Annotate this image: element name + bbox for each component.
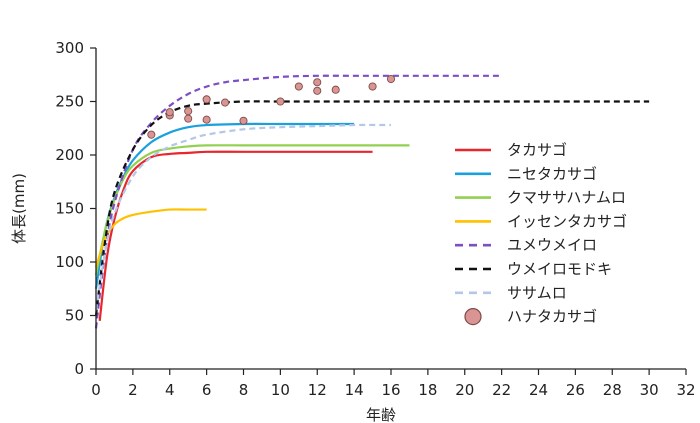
scatter-point	[202, 115, 211, 124]
legend-marker	[464, 308, 482, 326]
x-tick-label: 12	[308, 381, 327, 399]
x-ticks: 0 2 4 6 8 10 12 14 16 18 20 22 24 26 28 30 32	[91, 369, 696, 399]
legend-label: ニセタカサゴ	[507, 165, 597, 183]
scatter-point	[165, 108, 174, 117]
y-axis-title: 体長(mm)	[10, 173, 28, 244]
series-line	[94, 122, 355, 289]
legend-label: ユメウメイロ	[507, 236, 597, 254]
y-tick-label: 0	[74, 360, 84, 378]
scatter-point	[221, 98, 230, 107]
scatter-point	[294, 82, 303, 91]
y-tick-label: 250	[55, 93, 84, 111]
y-tick-label: 200	[55, 146, 84, 164]
legend-label: ササムロ	[507, 284, 567, 302]
x-tick-label: 32	[676, 381, 695, 399]
y-ticks: 0 50 100 150 200 250 300	[55, 39, 96, 378]
x-tick-label: 10	[271, 381, 290, 399]
x-tick-label: 18	[418, 381, 437, 399]
y-tick-label: 150	[55, 200, 84, 218]
x-tick-label: 0	[91, 381, 101, 399]
y-tick-label: 50	[65, 307, 84, 325]
scatter-point	[313, 78, 322, 87]
x-tick-label: 4	[165, 381, 175, 399]
series-line	[94, 74, 502, 329]
scatter-point	[184, 107, 193, 116]
x-tick-label: 16	[381, 381, 400, 399]
x-tick-label: 2	[128, 381, 138, 399]
x-tick-label: 24	[529, 381, 548, 399]
x-axis-title: 年齢	[366, 406, 396, 423]
series-line	[98, 150, 373, 321]
scatter-point	[386, 74, 396, 84]
plot-lines	[94, 74, 650, 329]
scatter-point	[368, 82, 377, 91]
legend-label: イッセンタカサゴ	[507, 212, 627, 230]
x-tick-label: 20	[455, 381, 474, 399]
legend-label: タカサゴ	[507, 141, 567, 159]
x-tick-label: 8	[239, 381, 249, 399]
scatter-point	[313, 86, 322, 95]
legend-label: クマササハナムロ	[507, 189, 626, 207]
plot-points	[147, 74, 396, 139]
legend: タカサゴニセタカサゴクマササハナムロイッセンタカサゴユメウメイロウメイロモドキサ…	[455, 141, 627, 326]
y-tick-label: 300	[55, 39, 84, 57]
scatter-point	[184, 114, 193, 123]
legend-label: ウメイロモドキ	[507, 260, 612, 278]
y-tick-label: 100	[55, 253, 84, 271]
x-tick-label: 26	[566, 381, 585, 399]
x-tick-label: 22	[492, 381, 511, 399]
legend-label: ハナタカサゴ	[507, 308, 597, 326]
scatter-point	[147, 130, 156, 139]
scatter-point	[202, 95, 211, 104]
scatter-point	[331, 85, 340, 94]
x-tick-label: 28	[603, 381, 622, 399]
x-tick-label: 30	[640, 381, 659, 399]
x-tick-label: 6	[202, 381, 212, 399]
scatter-point	[239, 116, 248, 125]
series-line	[94, 100, 650, 316]
x-tick-label: 14	[345, 381, 364, 399]
scatter-point	[276, 97, 285, 106]
